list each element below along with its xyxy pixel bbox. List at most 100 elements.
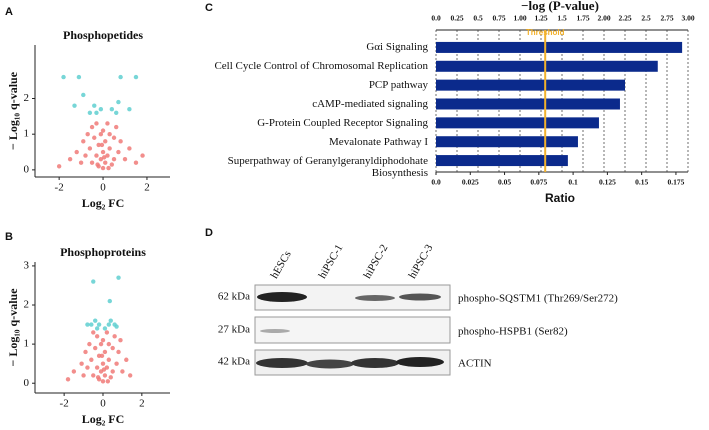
top-tick-label: 3.00 <box>681 14 694 23</box>
category-label: Superpathway of Geranylgeranyldiphodohat… <box>227 154 428 179</box>
x-tick-label: -2 <box>55 182 64 194</box>
category-label: Cell Cycle Control of Chromosomal Replic… <box>214 60 428 73</box>
point <box>105 153 110 158</box>
y-tick-label: 2 <box>24 92 30 104</box>
point <box>107 146 112 151</box>
point <box>120 369 125 374</box>
point <box>114 124 119 130</box>
point <box>91 330 96 335</box>
panel-letter: D <box>205 227 213 239</box>
point <box>87 341 92 347</box>
point <box>67 156 73 162</box>
point <box>107 298 112 304</box>
y-tick-label: 1 <box>24 338 30 350</box>
point <box>81 92 86 98</box>
bar <box>436 117 599 129</box>
bar <box>436 41 683 53</box>
point <box>100 128 106 133</box>
protein-label: phospho-HSPB1 (Ser82) <box>458 326 568 338</box>
point <box>118 139 123 144</box>
point <box>124 357 129 362</box>
point <box>105 121 110 126</box>
point <box>102 326 108 331</box>
point <box>122 156 128 162</box>
category-label: PCP pathway <box>368 79 428 92</box>
point <box>71 369 77 374</box>
point <box>92 135 97 140</box>
x-tick-label: 2 <box>139 398 145 410</box>
lane-label: hESCs <box>268 249 293 281</box>
point <box>112 334 117 339</box>
point <box>114 324 119 329</box>
top-tick-label: 0.25 <box>450 14 463 23</box>
protein-label: phospho-SQSTM1 (Thr269/Ser272) <box>458 293 618 305</box>
point <box>106 165 111 171</box>
point <box>140 153 145 158</box>
bottom-tick-label: 0.025 <box>462 178 479 187</box>
y-tick-label: 2 <box>24 299 30 311</box>
point <box>65 377 71 382</box>
point <box>118 338 123 343</box>
protein-label: ACTIN <box>458 358 492 370</box>
point <box>95 162 100 167</box>
band <box>399 293 441 301</box>
point <box>100 149 106 155</box>
point <box>108 318 113 323</box>
point <box>81 373 86 378</box>
point <box>101 367 107 372</box>
point <box>91 279 96 284</box>
point <box>110 369 115 374</box>
marker-label: 27 kDa <box>218 324 250 336</box>
point <box>87 146 93 151</box>
point <box>108 375 113 380</box>
y-tick-label: 0 <box>24 163 30 175</box>
category-label: Mevalonate Pathway I <box>329 135 428 148</box>
chart-title: −log (P-value) <box>521 0 599 13</box>
point <box>96 142 101 148</box>
point <box>98 341 104 347</box>
y-axis-label: − Log₁₀ q-value <box>6 71 20 150</box>
panel-letter: C <box>205 2 213 14</box>
point <box>83 349 88 355</box>
bar <box>436 79 625 91</box>
point <box>98 156 104 162</box>
band <box>257 292 307 302</box>
point <box>133 160 139 165</box>
top-tick-label: 2.25 <box>618 14 631 23</box>
point <box>99 353 105 359</box>
point <box>111 156 117 162</box>
bottom-tick-label: 0.15 <box>635 178 648 187</box>
point <box>109 107 115 112</box>
point <box>114 110 119 115</box>
bottom-tick-label: 0.1 <box>568 178 578 187</box>
category-label: cAMP-mediated signaling <box>312 98 428 110</box>
bar <box>436 155 568 167</box>
point <box>94 121 99 126</box>
point <box>94 365 100 370</box>
point <box>79 361 84 366</box>
point <box>111 135 117 140</box>
bottom-tick-label: 0.05 <box>498 178 511 187</box>
blot <box>254 284 451 376</box>
category-label: Gαi Signaling <box>366 41 428 54</box>
point <box>94 110 99 115</box>
top-tick-label: 2.5 <box>641 14 651 23</box>
x-axis-label: Log₂ FC <box>82 412 125 426</box>
band <box>396 357 444 367</box>
point <box>85 322 90 327</box>
band <box>355 295 395 301</box>
point <box>94 153 99 158</box>
x-tick-label: 2 <box>144 182 150 194</box>
point <box>118 74 123 80</box>
point <box>106 357 112 362</box>
point <box>103 139 108 144</box>
top-tick-label: 1.25 <box>534 14 547 23</box>
point <box>74 149 79 155</box>
point <box>93 318 98 323</box>
point <box>100 379 106 384</box>
category-label: G-Protein Coupled Receptor Signaling <box>257 116 428 129</box>
top-tick-label: 2.75 <box>660 14 673 23</box>
point <box>101 155 107 160</box>
y-tick-label: 0 <box>24 377 30 389</box>
